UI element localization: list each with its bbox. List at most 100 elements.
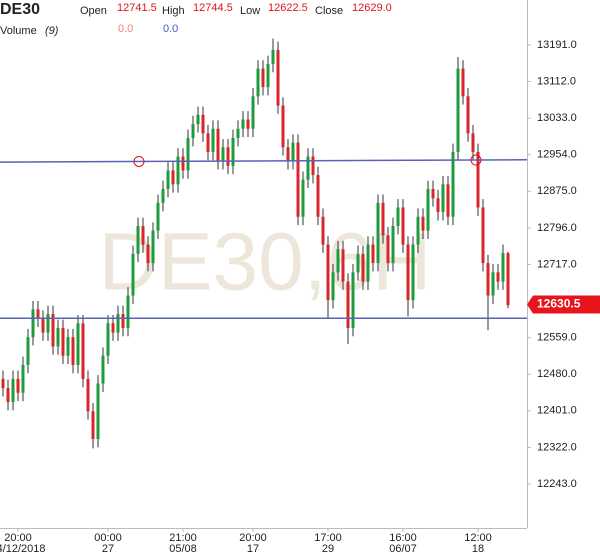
candle-body (31, 309, 35, 338)
x-tick-sublabel: 27 (102, 543, 114, 555)
candle-body (196, 114, 200, 125)
candle-body (341, 249, 345, 282)
candle-body (46, 314, 50, 333)
candle-body (156, 202, 160, 231)
x-tick-label: 21:00 (169, 532, 197, 544)
candle-body (241, 119, 245, 129)
y-tick-label: 12243.0 (537, 478, 577, 490)
x-tick-label: 17:00 (314, 532, 342, 544)
candle-body (411, 244, 415, 301)
candle-body (181, 156, 185, 171)
candle-body (136, 226, 140, 254)
candle-body (81, 323, 85, 379)
x-tick-sublabel: 05/08 (169, 543, 197, 555)
x-tick-label: 00:00 (94, 532, 122, 544)
candle-body (286, 147, 290, 162)
candle-body (266, 63, 270, 88)
candle-body (71, 337, 75, 365)
candle-body (441, 184, 445, 213)
candle-body (1, 378, 5, 389)
y-tick-label: 12559.0 (537, 332, 577, 344)
candle-body (276, 50, 280, 106)
candle-body (406, 244, 410, 301)
candle-body (501, 253, 505, 282)
candle-body (391, 226, 395, 264)
candle-body (86, 378, 90, 412)
candle-body (376, 202, 380, 264)
candle-body (126, 295, 130, 328)
y-tick-label: 12480.0 (537, 368, 577, 380)
candle-body (331, 272, 335, 301)
candle-body (351, 272, 355, 328)
candle-body (421, 216, 425, 231)
volume-value: 0.0 (118, 23, 133, 35)
x-tick-sublabel: 06/07 (389, 543, 417, 555)
candle-body (146, 244, 150, 264)
candle-body (326, 244, 330, 301)
candle-body (301, 179, 305, 217)
candle-body (161, 188, 165, 203)
candle-body (436, 198, 440, 213)
candle-body (451, 151, 455, 217)
candle-body (61, 327, 65, 356)
y-tick-label: 12322.0 (537, 441, 577, 453)
candle-body (261, 68, 265, 88)
candle-body (11, 378, 15, 403)
candle-body (191, 124, 195, 139)
candle-body (381, 202, 385, 236)
line-anchor (133, 155, 145, 167)
candle-body (476, 151, 480, 208)
high-value: 12744.5 (193, 2, 233, 14)
y-tick-label: 13112.0 (537, 75, 576, 87)
candle-body (121, 314, 125, 328)
candle-body (171, 170, 175, 185)
candle-body (206, 133, 210, 152)
candle-body (491, 272, 495, 296)
candle-body (96, 383, 100, 440)
candle-body (296, 142, 300, 217)
close-label: Close (315, 5, 343, 17)
candle-body (386, 235, 390, 264)
candle-body (321, 216, 325, 245)
candle-body (366, 244, 370, 282)
x-tick-sublabel: 29 (322, 543, 334, 555)
candle-body (506, 253, 510, 306)
last-price-label: 12630.5 (537, 297, 581, 311)
candle-body (246, 119, 250, 129)
candle-body (291, 142, 295, 162)
candle-body (51, 314, 55, 347)
candle-body (16, 378, 20, 393)
volume-label: Volume (0, 25, 37, 37)
candle-body (226, 147, 230, 166)
volume-period: (9) (45, 25, 59, 37)
x-tick-label: 20:00 (239, 532, 267, 544)
horizontal-line (0, 159, 528, 163)
high-label: High (162, 5, 185, 17)
candle-body (41, 318, 45, 333)
candle-body (311, 156, 315, 176)
candle-body (416, 216, 420, 245)
close-value: 12629.0 (352, 2, 392, 14)
candle-body (431, 188, 435, 199)
last-price-tag (527, 295, 600, 314)
x-tick-sublabel: 17 (247, 543, 259, 555)
candle-body (306, 156, 310, 180)
candle-body (361, 253, 365, 282)
candle-body (466, 96, 470, 134)
candle-body (166, 170, 170, 189)
x-tick-label: 20:00 (4, 532, 32, 544)
open-label: Open (80, 5, 107, 17)
candle-body (56, 327, 60, 347)
y-tick-label: 13191.0 (537, 39, 577, 51)
candle-body (316, 175, 320, 217)
candle-body (26, 337, 30, 365)
volume-value: 0.0 (163, 23, 178, 35)
candle-body (271, 50, 275, 64)
low-label: Low (240, 5, 260, 17)
candle-body (356, 253, 360, 273)
candle-body (76, 323, 80, 365)
y-tick-label: 12717.0 (537, 258, 577, 270)
candle-body (216, 128, 220, 162)
